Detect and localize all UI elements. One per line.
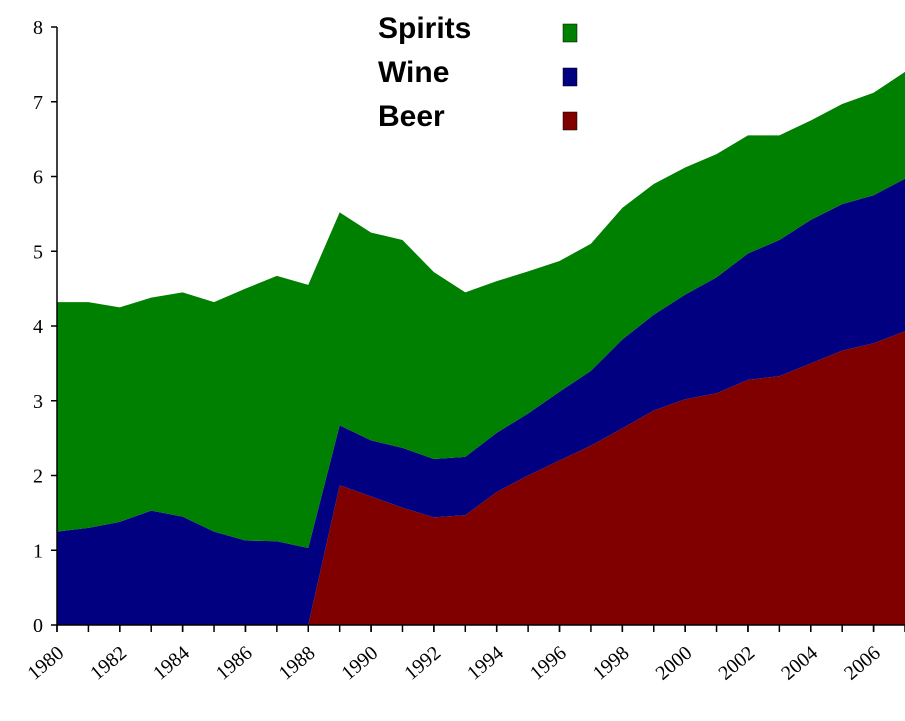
area [57, 331, 905, 625]
x-tick-label: 2000 [652, 642, 697, 685]
x-tick-label: 1986 [212, 642, 257, 685]
x-tick-label: 1992 [400, 642, 445, 685]
y-tick-label: 2 [33, 466, 43, 488]
x-tick-label: 2002 [714, 642, 759, 685]
y-tick-label: 5 [33, 241, 43, 263]
y-tick-label: 8 [33, 17, 43, 39]
y-tick-label: 1 [33, 540, 43, 562]
legend-label: Spirits [378, 12, 471, 45]
area [57, 71, 905, 549]
x-tick-label: 1984 [149, 642, 194, 685]
legend-label: Beer [378, 100, 445, 133]
legend-swatch [562, 111, 578, 131]
y-tick-label: 4 [33, 316, 43, 338]
x-tick-label: 1996 [526, 642, 571, 685]
x-tick-label: 1998 [589, 642, 634, 685]
x-tick-label: 2004 [777, 642, 822, 685]
legend-swatch [562, 23, 578, 43]
y-tick-label: 6 [33, 167, 43, 189]
legend-swatch [562, 67, 578, 87]
y-tick-label: 0 [33, 615, 43, 637]
legend-label: Wine [378, 56, 449, 89]
x-tick-label: 1990 [338, 642, 383, 685]
x-tick-label: 1988 [275, 642, 320, 685]
x-tick-label: 1982 [86, 642, 131, 685]
x-tick-label: 1980 [23, 642, 68, 685]
x-tick-label: 1994 [463, 642, 508, 685]
y-tick-label: 7 [33, 92, 43, 114]
area [57, 178, 905, 625]
y-tick-label: 3 [33, 391, 43, 413]
x-tick-label: 2006 [840, 642, 885, 685]
